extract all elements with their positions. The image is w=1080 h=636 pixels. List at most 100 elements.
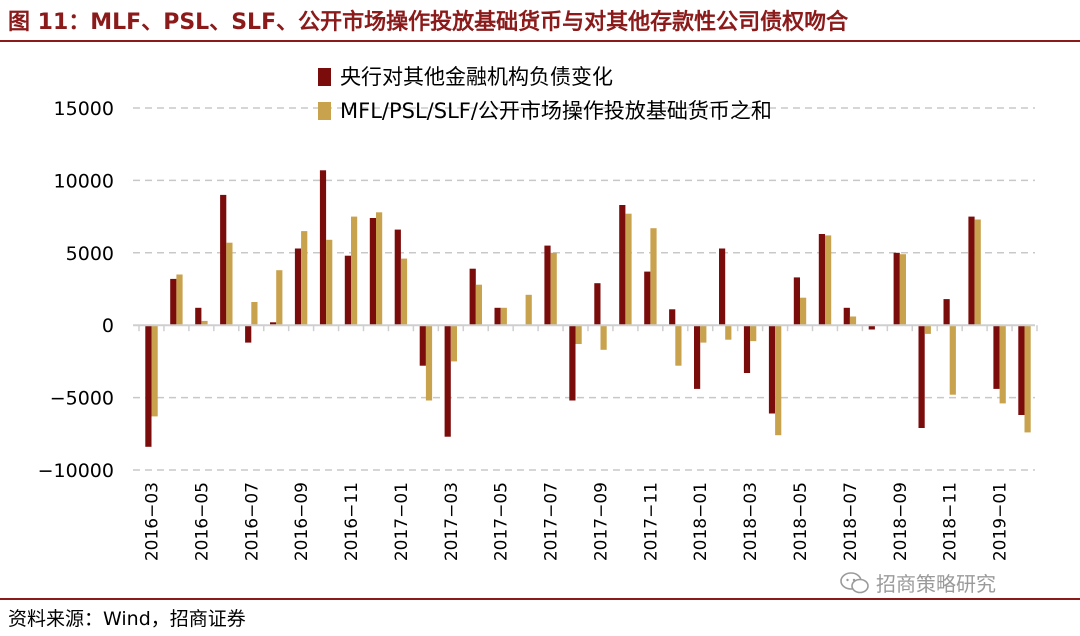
bar-base-money-sum-2017-09 [600,325,607,350]
legend-label-series1: 央行对其他金融机构负债变化 [340,65,613,89]
bar-liability-change-2016-10 [319,170,327,326]
bar-liability-change-2016-03 [145,325,152,447]
legend-swatch-series2 [318,102,331,120]
bar-liability-change-2018-06 [818,234,825,326]
bar-base-money-sum-2016-08 [276,270,283,326]
x-tick-label: 2016−09 [292,482,312,561]
x-tick-label: 2017−09 [592,482,612,561]
bar-liability-change-2017-04 [469,268,476,326]
bar-liability-change-2017-09 [594,283,601,326]
bar-base-money-sum-2017-03 [450,325,457,362]
bar-liability-change-2017-10 [619,205,626,326]
bar-base-money-sum-2016-04 [176,274,183,326]
x-tick-label: 2016−05 [192,482,212,561]
bar-liability-change-2018-10 [918,325,925,428]
bar-liability-change-2017-03 [444,325,451,437]
bar-base-money-sum-2019-02 [1024,325,1031,433]
bar-base-money-sum-2017-10 [625,213,632,326]
bar-liability-change-2018-01 [694,325,701,389]
bar-liability-change-2016-05 [195,307,202,326]
x-tick-label: 2017−05 [492,482,512,561]
bar-base-money-sum-2017-05 [500,307,507,326]
legend-swatch-series1 [318,68,331,86]
bar-liability-change-2018-04 [768,325,776,414]
bar-liability-change-2018-02 [719,248,726,326]
x-tick-label: 2016−11 [342,482,362,561]
bar-base-money-sum-2017-08 [575,325,582,344]
gridlines [133,107,1035,471]
bar-base-money-sum-2017-12 [675,325,682,366]
bar-base-money-sum-2018-10 [924,325,931,334]
bar-base-money-sum-2018-01 [700,325,707,343]
bar-base-money-sum-2017-07 [550,252,557,326]
bar-liability-change-2016-07 [245,325,252,343]
bar-liability-change-2018-08 [868,325,875,330]
bar-liability-change-2018-12 [968,216,975,326]
x-tick-label: 2018−01 [691,482,711,561]
x-tick-label: 2016−03 [143,482,163,561]
source-divider [0,598,1080,600]
bar-liability-change-2016-04 [170,278,177,326]
bar-liability-change-2019-02 [1018,325,1025,415]
bar-base-money-sum-2016-11 [351,216,358,326]
bar-liability-change-2019-01 [993,325,1000,389]
bar-base-money-sum-2017-06 [525,294,532,326]
y-axis: 15000 10000 5000 0 −5000 −10000 [38,98,114,482]
x-tick-label: 2018−07 [841,482,861,561]
legend: 央行对其他金融机构负债变化 MFL/PSL/SLF/公开市场操作投放基础货币之和 [318,65,772,123]
bar-liability-change-2018-07 [843,307,850,326]
bar-base-money-sum-2018-07 [849,316,857,326]
x-tick-label: 2017−01 [392,482,412,561]
y-tick-label: 5000 [66,243,114,265]
figure-title: 图 11：MLF、PSL、SLF、公开市场操作投放基础货币与对其他存款性公司债权… [8,10,849,35]
x-tick-label: 2018−11 [941,482,961,561]
x-tick-label: 2016−07 [242,482,262,561]
bar-base-money-sum-2017-11 [650,228,657,326]
x-tick-label: 2017−11 [641,482,661,561]
bar-base-money-sum-2019-01 [999,325,1006,404]
x-tick-label: 2018−03 [741,482,761,561]
bar-base-money-sum-2018-11 [949,325,956,395]
bar-base-money-sum-2016-09 [301,231,308,326]
y-tick-label: 0 [102,315,114,337]
bar-liability-change-2016-09 [294,248,302,326]
bar-base-money-sum-2016-03 [151,325,158,417]
x-tick-label: 2018−09 [891,482,911,561]
bar-liability-change-2017-02 [419,325,426,366]
bar-liability-change-2016-11 [344,255,351,326]
y-tick-label: −5000 [50,388,114,410]
legend-label-series2: MFL/PSL/SLF/公开市场操作投放基础货币之和 [340,99,772,123]
bar-base-money-sum-2016-12 [376,212,383,326]
bar-base-money-sum-2018-12 [974,219,981,326]
x-tick-label: 2019−01 [991,482,1011,561]
y-tick-label: −10000 [38,460,114,482]
bar-liability-change-2017-12 [669,309,676,326]
y-tick-label: 15000 [54,98,114,120]
x-tick-label: 2017−07 [542,482,562,561]
bars [145,170,1031,447]
bar-liability-change-2017-05 [494,307,501,326]
bar-base-money-sum-2017-01 [400,258,408,326]
bar-base-money-sum-2018-04 [775,325,782,436]
x-tick-label: 2017−03 [442,482,462,561]
bar-base-money-sum-2018-06 [825,235,832,326]
bar-base-money-sum-2018-09 [899,254,906,326]
bar-liability-change-2016-12 [369,218,376,326]
watermark: 招商策略研究 [840,568,996,597]
bar-liability-change-2017-07 [544,245,551,326]
bar-base-money-sum-2016-05 [201,320,208,326]
watermark-text: 招商策略研究 [876,572,996,596]
bar-liability-change-2017-11 [644,271,651,326]
bar-base-money-sum-2016-10 [326,239,333,326]
bar-base-money-sum-2017-04 [475,284,482,326]
x-axis: 2016−03 2016−05 2016−07 2016−09 2016−11 2017−… [133,324,1038,561]
bar-liability-change-2018-11 [943,299,950,326]
bar-liability-change-2016-08 [270,322,277,326]
bar-liability-change-2017-08 [569,325,576,401]
bar-base-money-sum-2018-02 [725,325,732,340]
title-divider [0,40,1080,42]
bar-liability-change-2018-09 [893,252,900,326]
bar-base-money-sum-2018-05 [800,297,807,326]
source-note: 资料来源：Wind，招商证券 [8,608,246,630]
